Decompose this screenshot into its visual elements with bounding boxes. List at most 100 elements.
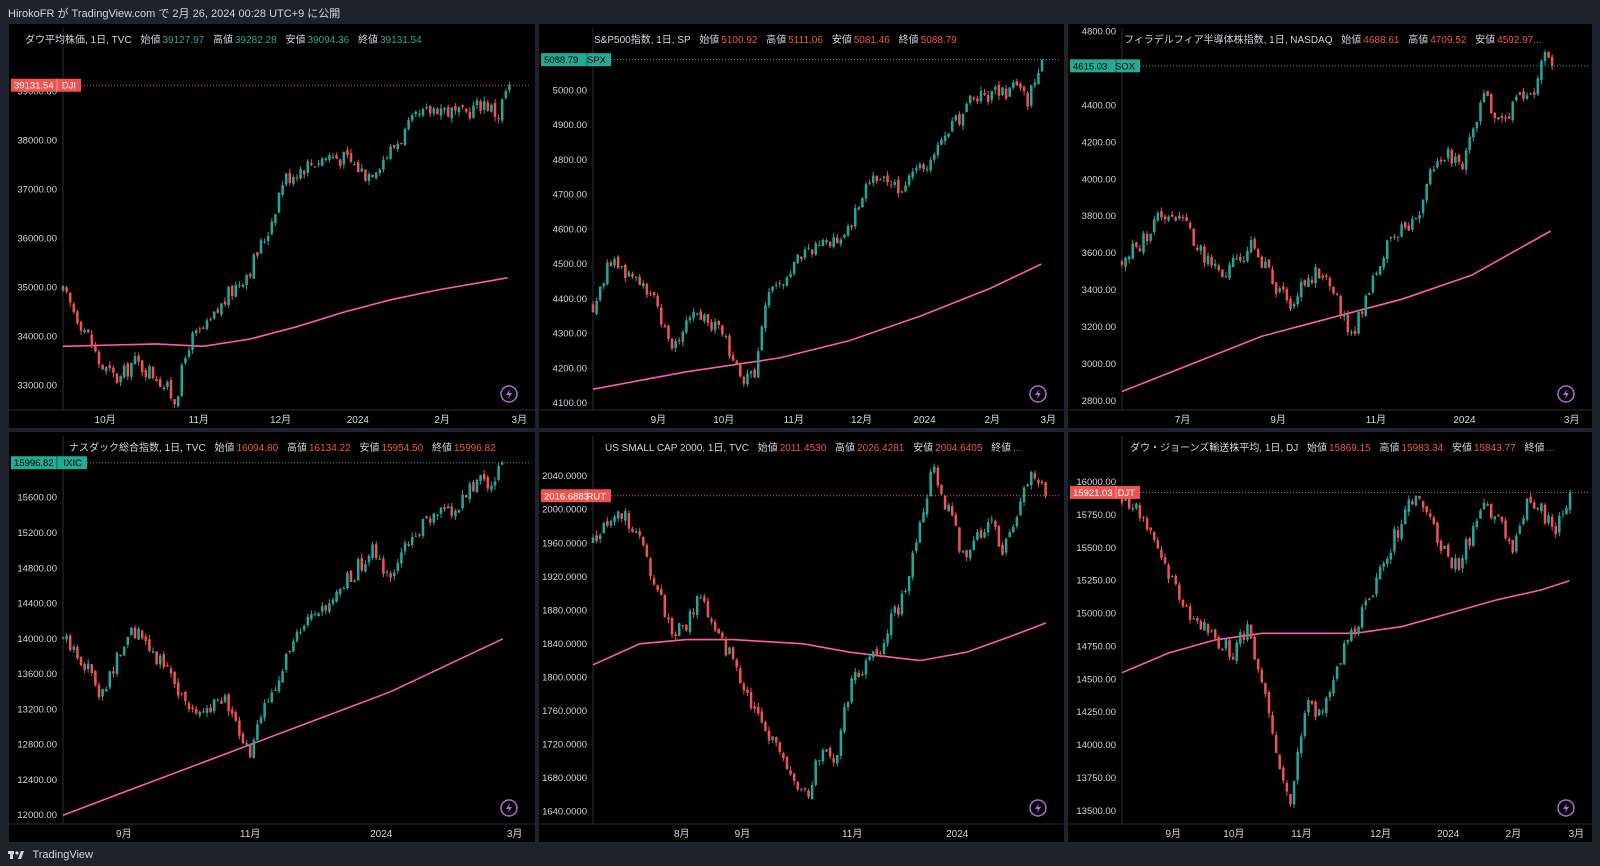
chart-panel-rut[interactable]: 1640.0000 1680.0000 1720.0000 1760.0000 1800…: [539, 432, 1064, 842]
candle-body: [392, 572, 396, 577]
chart-panel-dji[interactable]: 33000.00 34000.00 35000.00 36000.00 37000.00…: [9, 24, 535, 428]
candle-body: [1543, 52, 1547, 62]
candle-body: [342, 151, 346, 165]
candle-body: [688, 610, 692, 632]
candle-body: [595, 535, 598, 542]
candle-body: [976, 98, 979, 102]
candle-body: [1342, 643, 1346, 665]
candle-body: [1019, 83, 1022, 88]
symbol-label: SPX: [587, 55, 607, 66]
candle-body: [133, 356, 137, 365]
candle-body: [414, 535, 418, 537]
candle-body: [1264, 261, 1267, 268]
candle-body: [403, 542, 407, 552]
candle-body: [825, 240, 828, 243]
candle-body: [645, 545, 649, 557]
candle-body: [1174, 217, 1178, 221]
candle-body: [818, 760, 821, 762]
candle-body: [252, 254, 256, 279]
candle-body: [1188, 606, 1192, 620]
candle-body: [1242, 633, 1246, 640]
candle-body: [1554, 526, 1557, 535]
candle-body: [929, 471, 932, 497]
candle-body: [943, 495, 947, 510]
moving-average-line: [1121, 579, 1570, 674]
candle-body: [86, 663, 90, 670]
candle-body: [281, 671, 284, 683]
candle-body: [893, 606, 897, 613]
candle-body: [595, 300, 598, 315]
candle-body: [338, 159, 342, 167]
candle-body: [774, 736, 778, 743]
candle-body: [472, 482, 475, 492]
candle-body: [151, 651, 155, 653]
candle-body: [756, 351, 760, 378]
candle-body: [1321, 711, 1324, 713]
candle-body: [400, 142, 403, 144]
candle-body: [1446, 148, 1450, 159]
candle-body: [1540, 60, 1543, 81]
candle-body: [1015, 81, 1019, 86]
candle-body: [407, 543, 410, 546]
candle-body: [983, 93, 986, 95]
candle-body: [443, 507, 446, 510]
candle-body: [1253, 636, 1256, 660]
candle-body: [389, 573, 392, 578]
chart-panel-ixic[interactable]: 12000.00 12400.00 12800.00 13200.00 13600.00…: [9, 432, 535, 842]
candle-body: [681, 625, 685, 627]
candle-body: [1167, 565, 1170, 579]
candle-body: [493, 481, 497, 486]
candle-body: [699, 597, 703, 599]
candle-body: [328, 603, 331, 612]
candle-body: [205, 320, 209, 329]
last-price-badge: [11, 78, 81, 92]
candle-body: [1461, 163, 1464, 170]
candle-body: [968, 549, 972, 559]
candle-body: [220, 303, 223, 315]
candle-body: [1022, 487, 1026, 502]
candle-body: [328, 155, 331, 160]
candle-body: [1350, 331, 1353, 333]
candle-body: [1550, 57, 1554, 66]
candle-body: [642, 283, 645, 287]
candle-body: [598, 535, 602, 540]
candle-body: [302, 171, 306, 175]
candle-body: [320, 605, 324, 612]
candle-body: [922, 512, 925, 523]
candle-body: [1482, 502, 1486, 510]
candle-body: [410, 115, 414, 121]
high-value: 39282.28: [234, 35, 277, 46]
candle-body: [1307, 278, 1310, 288]
candle-body: [1335, 293, 1339, 295]
chart-panel-sox[interactable]: 2800.00 3000.00 3200.00 3400.00 3600.00 3800.…: [1068, 24, 1592, 428]
y-tick-label: 4600.00: [553, 224, 587, 235]
candle-body: [259, 240, 263, 254]
candle-body: [961, 550, 965, 553]
x-tick-label: 2月: [1506, 828, 1522, 840]
candle-body: [1192, 228, 1195, 246]
candle-body: [1170, 214, 1174, 217]
candle-body: [1040, 59, 1044, 72]
candle-body: [1249, 624, 1253, 639]
candle-body: [1203, 246, 1206, 264]
candle-body: [997, 84, 1001, 96]
candle-body: [162, 387, 166, 390]
candle-body: [1511, 540, 1514, 553]
candle-body: [753, 369, 756, 378]
candle-body: [367, 173, 371, 181]
candle-body: [979, 90, 983, 102]
candle-body: [216, 309, 220, 313]
y-tick-label: 15750.00: [1076, 510, 1116, 521]
chart-panel-spx[interactable]: 4100.00 4200.00 4300.00 4400.00 4500.00 4600.…: [539, 24, 1064, 428]
candle-body: [1515, 96, 1518, 101]
candle-body: [609, 262, 613, 267]
candle-body: [1120, 495, 1124, 503]
candle-body: [638, 276, 641, 286]
candle-body: [667, 617, 670, 620]
chart-panel-djt[interactable]: 13500.00 13750.00 14000.00 14250.00 14500.00…: [1068, 432, 1592, 842]
y-tick-label: 4700.00: [553, 190, 587, 201]
candle-body: [371, 544, 374, 558]
x-tick-label: 11月: [784, 414, 804, 426]
candle-body: [270, 221, 274, 234]
candle-body: [746, 689, 749, 693]
